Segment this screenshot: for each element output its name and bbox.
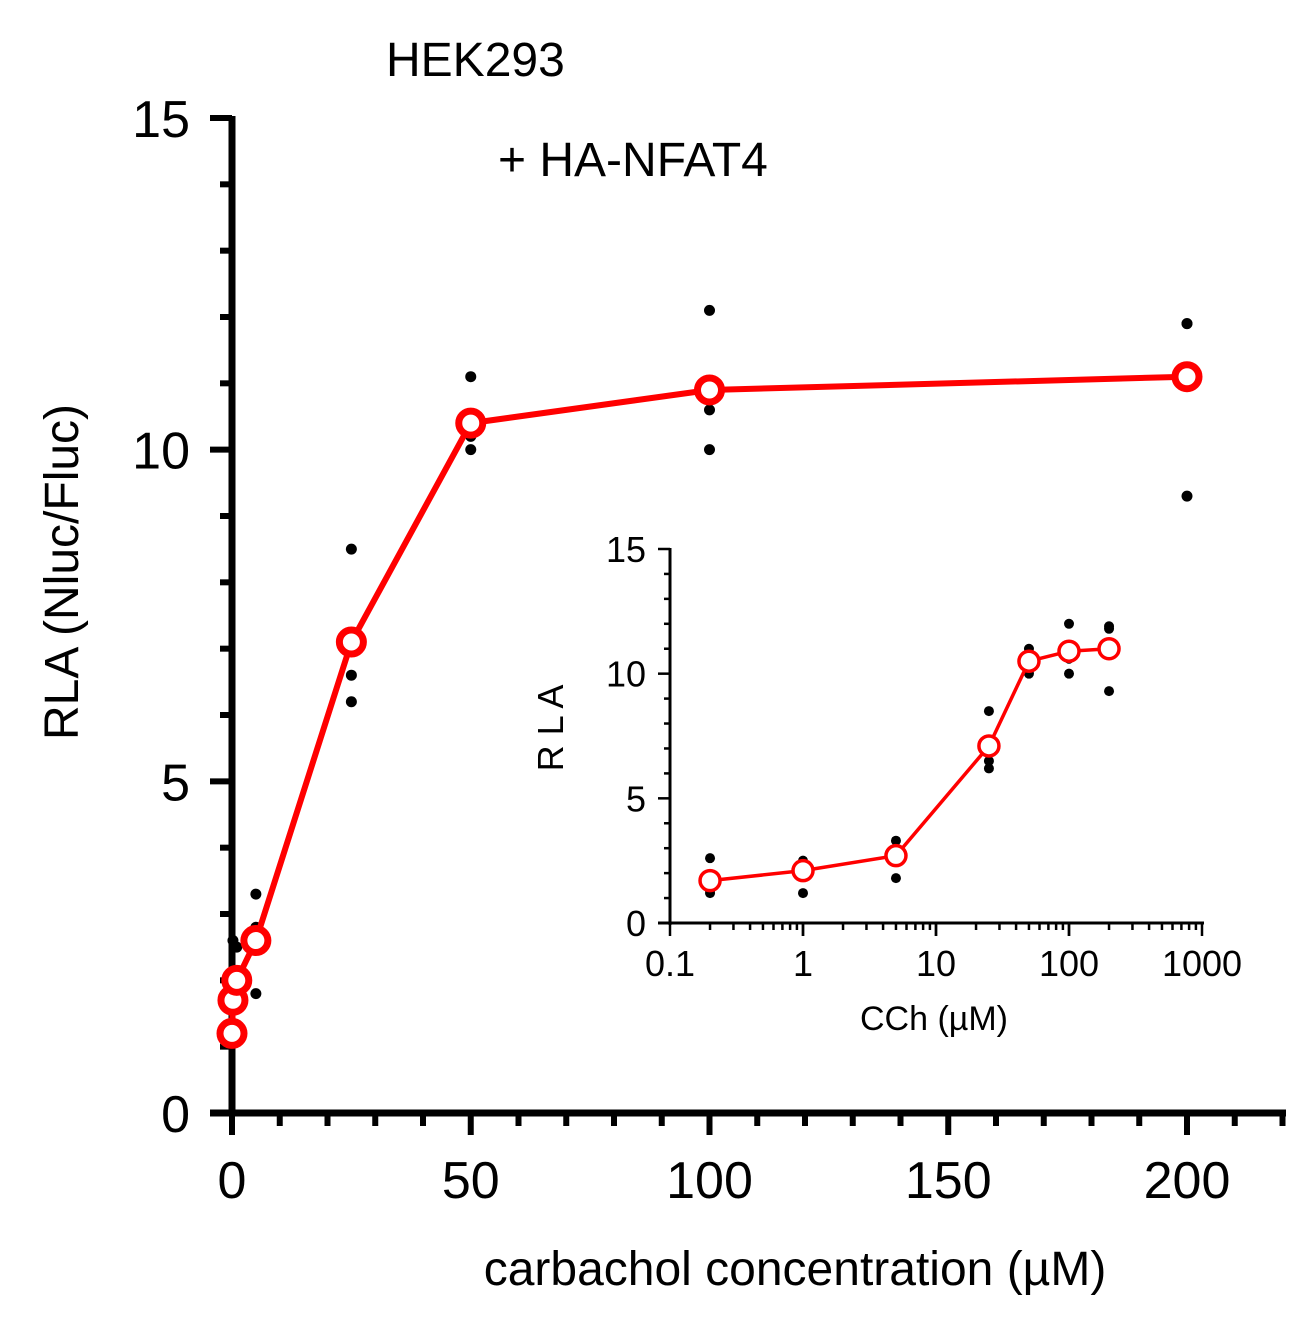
mean-line: [229, 373, 1188, 1034]
replicate-point: [345, 669, 357, 681]
replicate-point: [250, 988, 262, 1000]
mean-point: [455, 407, 487, 439]
inset-replicate-point: [983, 763, 994, 774]
y-tick-label: 15: [132, 91, 190, 149]
inset-y-tick-label: 15: [606, 529, 646, 570]
inset-x-tick-label: 1: [793, 943, 813, 984]
inset-y-axis-label: R L A: [530, 685, 571, 772]
main-marks: [216, 304, 1203, 1049]
inset-mean-point: [977, 734, 1001, 758]
inset-replicate-point: [798, 888, 808, 899]
inset-replicate-point: [890, 873, 901, 884]
inset-replicate-point: [983, 755, 994, 766]
y-axis-label: RLA (Nluc/Fluc): [36, 404, 89, 740]
replicate-point: [465, 444, 477, 456]
inset-mean-point: [791, 858, 815, 883]
inset-replicate-point: [705, 853, 716, 864]
inset-mean-point: [1097, 636, 1121, 661]
inset-mean-line: [709, 646, 1110, 883]
replicate-point: [704, 304, 715, 316]
inset-replicate-point: [1064, 668, 1074, 679]
mean-point: [221, 964, 253, 996]
mean-point: [240, 925, 272, 957]
x-axis-label: carbachol concentration (µM): [484, 1243, 1107, 1296]
y-tick-label: 5: [161, 754, 190, 812]
main-chart: HEK293 + HA-NFAT4 RLA (Nluc/Fluc) carbac…: [36, 34, 1286, 1296]
inset-replicate-point: [1104, 686, 1115, 697]
replicate-point: [250, 888, 262, 900]
x-tick-label: 50: [442, 1152, 500, 1210]
y-tick-label: 10: [132, 423, 190, 481]
x-tick-label: 150: [905, 1152, 992, 1210]
inset-mean-point: [884, 843, 908, 868]
inset-x-tick-label: 10: [916, 943, 956, 984]
inset-x-tick-label: 0.1: [645, 943, 695, 984]
replicate-point: [1181, 318, 1193, 330]
replicate-point: [465, 371, 477, 383]
inset-x-axis-label: CCh (µM): [860, 1000, 1008, 1038]
inset-replicate-point: [890, 835, 901, 846]
inset-mean-point: [698, 868, 722, 893]
replicate-point: [345, 543, 357, 555]
inset-replicate-point: [1064, 618, 1074, 629]
inset-x-tick-label: 1000: [1162, 943, 1242, 984]
replicate-point: [345, 696, 357, 708]
chart-subtitle: + HA-NFAT4: [498, 134, 768, 187]
y-tick-label: 0: [161, 1086, 190, 1144]
inset-y-tick-label: 5: [626, 778, 646, 819]
replicate-point: [704, 444, 715, 456]
inset-mean-point: [1017, 649, 1041, 673]
replicate-point: [231, 941, 243, 953]
inset-y-tick-label: 0: [626, 903, 646, 944]
inset-mean-point: [1057, 639, 1081, 663]
inset-chart: R L A CCh (µM) 0 5 10 15 0.1 1 10 100 1000: [530, 529, 1242, 1038]
inset-marks: [698, 618, 1121, 899]
inset-replicate-point: [1104, 621, 1115, 632]
mean-point: [335, 626, 367, 658]
x-tick-label: 0: [218, 1152, 247, 1210]
inset-axes: 0 5 10 15 0.1 1 10 100 1000: [606, 529, 1242, 984]
x-tick-label: 100: [666, 1152, 753, 1210]
mean-point: [694, 374, 725, 406]
replicate-point: [1181, 490, 1193, 502]
mean-point: [1171, 361, 1203, 393]
inset-replicate-point: [983, 706, 994, 717]
x-tick-label: 200: [1144, 1152, 1231, 1210]
inset-y-tick-label: 10: [606, 654, 646, 695]
chart-title: HEK293: [386, 34, 565, 87]
replicate-point: [704, 404, 715, 416]
mean-point: [216, 1017, 248, 1049]
inset-x-tick-label: 100: [1039, 943, 1099, 984]
